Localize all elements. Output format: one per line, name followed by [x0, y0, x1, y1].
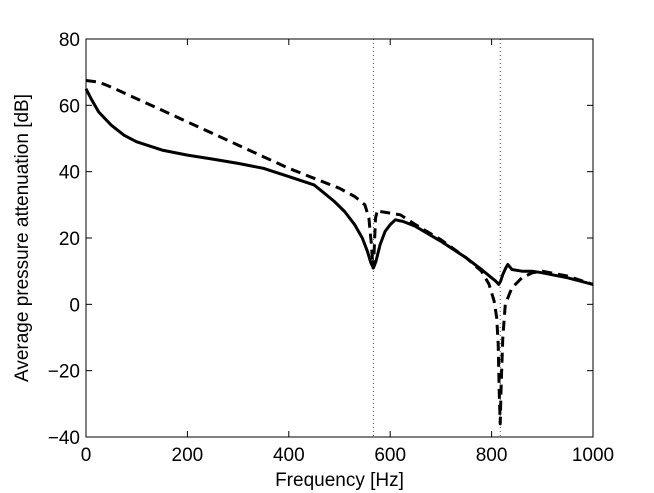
y-tick-label-6: 80: [59, 30, 80, 51]
x-tick-label-5: 1000: [572, 445, 614, 466]
series-layer: [84, 79, 594, 426]
x-tick-label-3: 600: [374, 445, 406, 466]
y-tick-label-3: 20: [59, 229, 80, 250]
x-axis-label: Frequency [Hz]: [275, 470, 404, 491]
solid-series-line: [84, 88, 594, 286]
x-tick-label-1: 200: [172, 445, 204, 466]
y-tick-label-0: −40: [48, 428, 80, 449]
y-tick-label-4: 40: [59, 163, 80, 184]
x-tick-label-2: 400: [273, 445, 305, 466]
dashed-series-line: [85, 79, 594, 426]
ticks-layer: 0 200 400 600 800 1000 −40 −20 0 20 40 60 80: [48, 30, 614, 466]
y-tick-label-5: 60: [59, 96, 80, 117]
y-tick-label-1: −20: [48, 362, 80, 383]
y-tick-label-2: 0: [69, 295, 80, 316]
y-axis-label: Average pressure attenuation [dB]: [12, 94, 33, 382]
x-tick-label-4: 800: [476, 445, 508, 466]
x-tick-label-0: 0: [81, 445, 92, 466]
